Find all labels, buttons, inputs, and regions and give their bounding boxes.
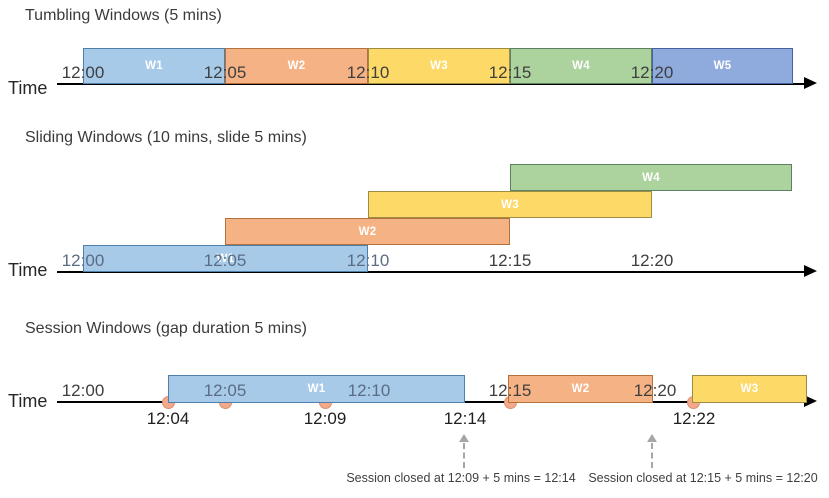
window-label: W3 [740,383,759,395]
timeline-tumbling [57,83,806,85]
tick-label: 12:00 [61,63,105,82]
timeline-arrowhead-sliding [804,265,817,277]
window-label: W1 [145,60,163,72]
window-label: W4 [642,171,660,184]
tick-label: 12:15 [488,63,532,82]
timeline-arrowhead-tumbling [804,77,817,89]
window-bar-tumbling-w2: W2 [225,48,368,84]
session-closed-annotation: Session closed at 12:15 + 5 mins = 12:20 [588,471,818,485]
tick-label: 12:20 [630,251,674,270]
window-bar-tumbling-w3: W3 [368,48,510,84]
tick-label: 12:10 [346,251,390,270]
window-label: W2 [287,60,306,72]
window-bar-session-w3: W3 [692,375,807,403]
sliding-windows-title: Sliding Windows (10 mins, slide 5 mins) [25,129,307,146]
tick-label: 12:15 [488,381,532,400]
callout-dashed-line [463,443,465,468]
window-label: W2 [358,225,377,238]
event-time-label: 12:14 [443,409,487,428]
window-label: W1 [216,252,235,265]
window-label: W1 [307,383,326,395]
event-time-label: 12:04 [146,409,190,428]
session-windows-title: Session Windows (gap duration 5 mins) [25,320,307,337]
tick-label: 12:00 [61,251,105,270]
window-label: W5 [713,60,732,72]
window-bar-sliding-w2: W2 [225,218,510,245]
tick-label: 12:20 [630,63,674,82]
window-bar-tumbling-w4: W4 [510,48,652,84]
time-axis-label-sliding: Time [8,260,48,280]
window-label: W3 [430,60,448,72]
window-bar-sliding-w4: W4 [510,164,792,191]
tick-label: 12:05 [203,63,247,82]
tick-label: 12:00 [61,381,105,400]
callout-arrowhead [459,434,469,442]
window-bar-session-w2: W2 [508,375,653,403]
time-axis-label-tumbling: Time [8,78,48,98]
callout-dashed-line [651,443,653,468]
tick-label: 12:15 [488,251,532,270]
window-label: W2 [571,383,590,395]
window-bar-tumbling-w5: W5 [652,48,793,84]
callout-arrowhead [647,434,657,442]
tick-label: 12:05 [203,251,247,270]
event-time-label: 12:09 [303,409,347,428]
window-label: W3 [501,198,519,211]
time-axis-label-session: Time [8,391,48,411]
tumbling-windows-title: Tumbling Windows (5 mins) [25,7,222,24]
timeline-arrowhead-session [804,395,817,407]
session-closed-annotation: Session closed at 12:09 + 5 mins = 12:14 [346,471,576,485]
window-bar-sliding-w1: W1 [83,245,368,272]
event-time-label: 12:22 [672,409,716,428]
window-bar-sliding-w3: W3 [368,191,652,218]
tick-label: 12:05 [203,381,247,400]
window-bar-session-w1: W1 [168,375,465,403]
tick-label: 12:20 [633,381,677,400]
timeline-sliding [57,271,806,273]
tick-label: 12:10 [346,63,390,82]
window-label: W4 [572,60,590,72]
tick-label: 12:10 [347,381,391,400]
window-bar-tumbling-w1: W1 [83,48,225,84]
